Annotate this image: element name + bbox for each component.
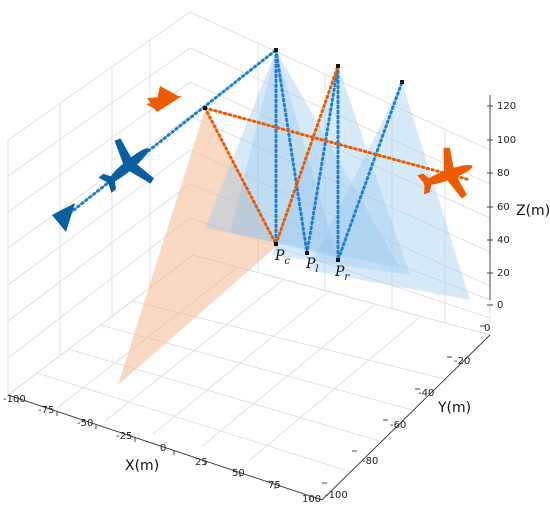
y-axis-label: Y(m) [437,400,471,416]
point-label-r: Pr [334,264,350,283]
z-tick: 60 [497,202,510,213]
x-tick: 50 [232,468,245,479]
blue-cone-3 [308,82,470,300]
y-tick: -20 [454,356,470,367]
y-tick: -40 [418,388,434,399]
z-tick: 80 [497,168,510,179]
x-tick: -75 [38,405,54,416]
z-tick: 40 [497,235,510,246]
x-axis-ticks: -100 -75 -50 -25 0 25 50 75 100 [3,394,321,505]
waypoint-marker [274,48,278,52]
airplane-icon [98,138,154,193]
x-tick: -100 [3,394,26,405]
x-tick: 100 [302,494,321,505]
orange-emitter-triangle [146,86,180,109]
grid-floor [7,254,491,501]
x-tick: -25 [116,431,132,442]
z-tick: 100 [497,135,516,146]
point-labels: Pc Pl Pr [274,248,350,283]
orange-cone [118,110,278,385]
point-label-l: Pl [305,256,319,275]
waypoint-marker [336,64,340,68]
x-tick: 0 [160,443,166,454]
triangle-icon [147,96,182,112]
waypoint-marker [305,251,309,255]
y-axis-ticks: 0 -20 -40 -60 -80 -100 [322,323,490,501]
coverage-cones [118,50,470,385]
waypoint-marker [203,106,207,110]
z-tick: 120 [497,101,516,112]
waypoint-marker [400,80,404,84]
z-axis-label: Z(m) [516,203,550,219]
y-tick: -80 [362,456,378,467]
x-tick: 25 [195,457,208,468]
z-tick: 0 [497,300,503,311]
x-tick: 75 [268,480,281,491]
blue-cone-2 [272,66,410,275]
axis-lines [7,95,491,501]
y-tick: 0 [484,323,490,334]
orange-ray-to-pl [274,64,340,246]
blue-flight-line [68,48,278,215]
waypoint-marker [274,242,278,246]
orange-path [203,64,472,246]
y-tick: -100 [325,490,348,501]
y-tick: -60 [390,420,406,431]
orange-ray-to-pc [203,106,278,246]
x-axis-label: X(m) [125,458,159,474]
airplane-icon [417,147,473,199]
waypoints [203,48,404,262]
x-tick: -50 [77,418,93,429]
z-axis-ticks: 0 20 40 60 80 100 120 [487,101,516,311]
orange-flight-line [203,106,472,182]
waypoint-marker [336,258,340,262]
triangle-icon [52,203,75,232]
blue-cone-1 [205,50,400,268]
point-label-c: Pc [274,248,290,267]
z-tick: 20 [497,268,510,279]
